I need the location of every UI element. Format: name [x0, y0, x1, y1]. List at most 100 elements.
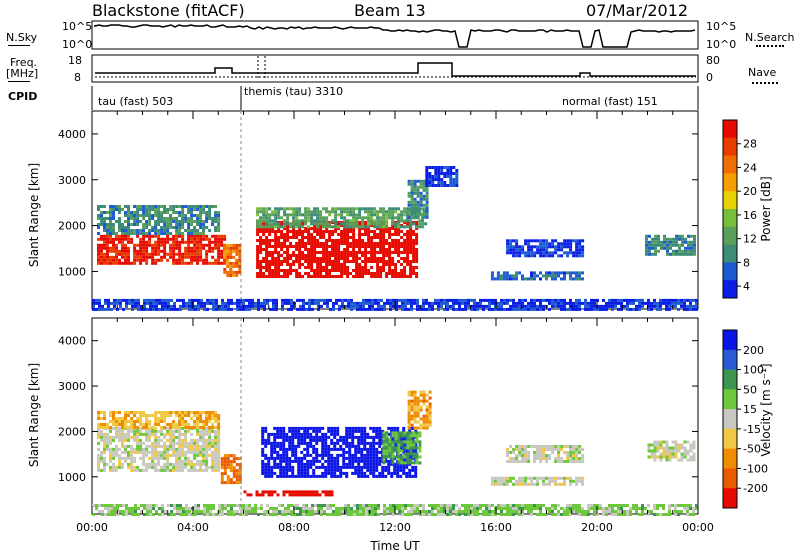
heatmap-cell [674, 298, 677, 302]
heatmap-cell [306, 426, 310, 430]
heatmap-cell [194, 298, 197, 302]
heatmap-cell [578, 304, 581, 308]
heatmap-cell [181, 417, 185, 420]
heatmap-cell [515, 301, 518, 305]
heatmap-cell [169, 453, 173, 457]
heatmap-cell [248, 301, 251, 305]
heatmap-cell [157, 462, 161, 466]
heatmap-cell [283, 251, 287, 254]
heatmap-cell [509, 242, 513, 246]
heatmap-cell [545, 454, 549, 457]
heatmap-cell [289, 254, 293, 257]
heatmap-cell [301, 213, 305, 217]
heatmap-cell [391, 224, 395, 227]
heatmap-cell [121, 208, 124, 211]
heatmap-cell [97, 258, 100, 262]
heatmap-cell [515, 245, 519, 249]
heatmap-cell [166, 459, 170, 463]
heatmap-cell [384, 468, 388, 472]
heatmap-cell [403, 431, 407, 435]
heatmap-cell [425, 209, 429, 213]
heatmap-cell [227, 504, 230, 507]
heatmap-cell [575, 254, 579, 258]
heatmap-cell [360, 435, 364, 439]
heatmap-cell [383, 307, 386, 311]
heatmap-cell [306, 462, 310, 466]
heatmap-cell [172, 252, 176, 256]
heatmap-cell [139, 429, 143, 433]
heatmap-cell [211, 459, 215, 463]
heatmap-cell [251, 507, 254, 510]
heatmap-cell [479, 301, 482, 305]
heatmap-cell [197, 510, 200, 513]
heatmap-cell [268, 233, 272, 236]
heatmap-cell [407, 298, 410, 302]
heatmap-cell [367, 260, 371, 263]
heatmap-cell [388, 207, 392, 211]
heatmap-cell [115, 417, 118, 420]
heatmap-cell [205, 258, 209, 262]
heatmap-cell [175, 468, 179, 472]
heatmap-cell [328, 260, 332, 263]
heatmap-cell [196, 462, 200, 466]
heatmap-cell [148, 234, 152, 238]
heatmap-cell [569, 245, 573, 249]
heatmap-cell [581, 251, 585, 255]
heatmap-cell [415, 440, 419, 444]
heatmap-cell [333, 471, 337, 475]
heatmap-cell [112, 246, 115, 250]
heatmap-cell [294, 426, 298, 430]
heatmap-cell [288, 493, 292, 497]
heatmap-cell [364, 230, 368, 233]
heatmap-cell [172, 438, 176, 442]
heatmap-cell [172, 246, 176, 250]
heatmap-cell [309, 490, 313, 494]
heatmap-cell [181, 208, 185, 211]
heatmap-cell [259, 225, 263, 229]
heatmap-cell [264, 471, 268, 475]
heatmap-cell [379, 227, 383, 230]
heatmap-cell [97, 237, 100, 241]
heatmap-cell [346, 266, 350, 269]
heatmap-cell [205, 255, 209, 259]
heatmap-cell [110, 307, 113, 311]
heatmap-cell [118, 411, 121, 414]
heatmap-cell [391, 452, 395, 456]
heatmap-cell [343, 251, 347, 254]
heatmap-cell [560, 242, 564, 246]
heatmap-cell [431, 301, 434, 305]
heatmap-cell [422, 423, 426, 427]
heatmap-cell [425, 178, 429, 181]
heatmap-cell [221, 298, 224, 302]
heatmap-cell [127, 258, 130, 262]
heatmap-cell [115, 220, 118, 223]
heatmap-cell [690, 243, 693, 247]
heatmap-cell [125, 507, 128, 510]
heatmap-cell [416, 206, 420, 210]
heatmap-cell [367, 239, 371, 242]
heatmap-cell [324, 441, 328, 445]
heatmap-cell [351, 438, 355, 442]
heatmap-cell [286, 251, 290, 254]
heatmap-cell [205, 261, 209, 265]
heatmap-cell [539, 301, 542, 305]
heatmap-cell [97, 456, 100, 460]
heatmap-cell [218, 307, 221, 311]
heatmap-cell [130, 426, 134, 429]
heatmap-cell [304, 245, 308, 248]
heatmap-cell [271, 275, 275, 278]
heatmap-cell [665, 440, 669, 444]
heatmap-cell [342, 438, 346, 442]
heatmap-cell [211, 423, 215, 426]
heatmap-cell [185, 513, 188, 516]
heatmap-cell [407, 417, 411, 421]
heatmap-cell [97, 453, 100, 457]
heatmap-cell [410, 301, 413, 305]
heatmap-cell [124, 246, 127, 250]
heatmap-cell [286, 213, 290, 217]
heatmap-cell [113, 504, 116, 507]
heatmap-cell [343, 269, 347, 272]
heatmap-cell [178, 417, 182, 420]
heatmap-cell [330, 465, 334, 469]
heatmap-cell [367, 233, 371, 236]
